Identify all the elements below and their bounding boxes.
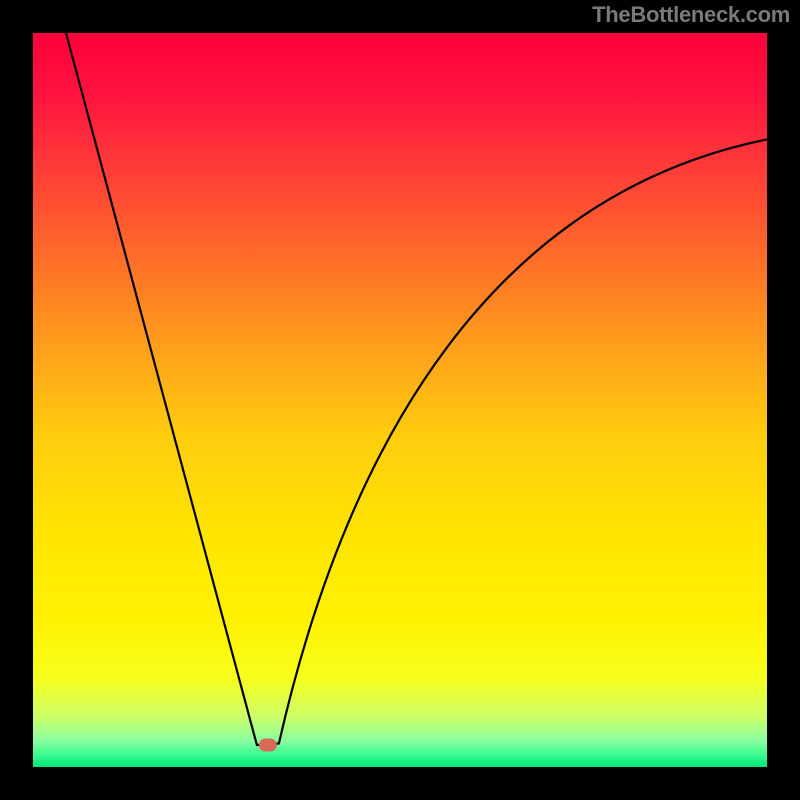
plot-background: [33, 33, 767, 767]
watermark-text: TheBottleneck.com: [592, 2, 790, 28]
chart-container: TheBottleneck.com: [0, 0, 800, 800]
optimal-marker: [259, 739, 276, 751]
bottleneck-chart: [0, 0, 800, 800]
